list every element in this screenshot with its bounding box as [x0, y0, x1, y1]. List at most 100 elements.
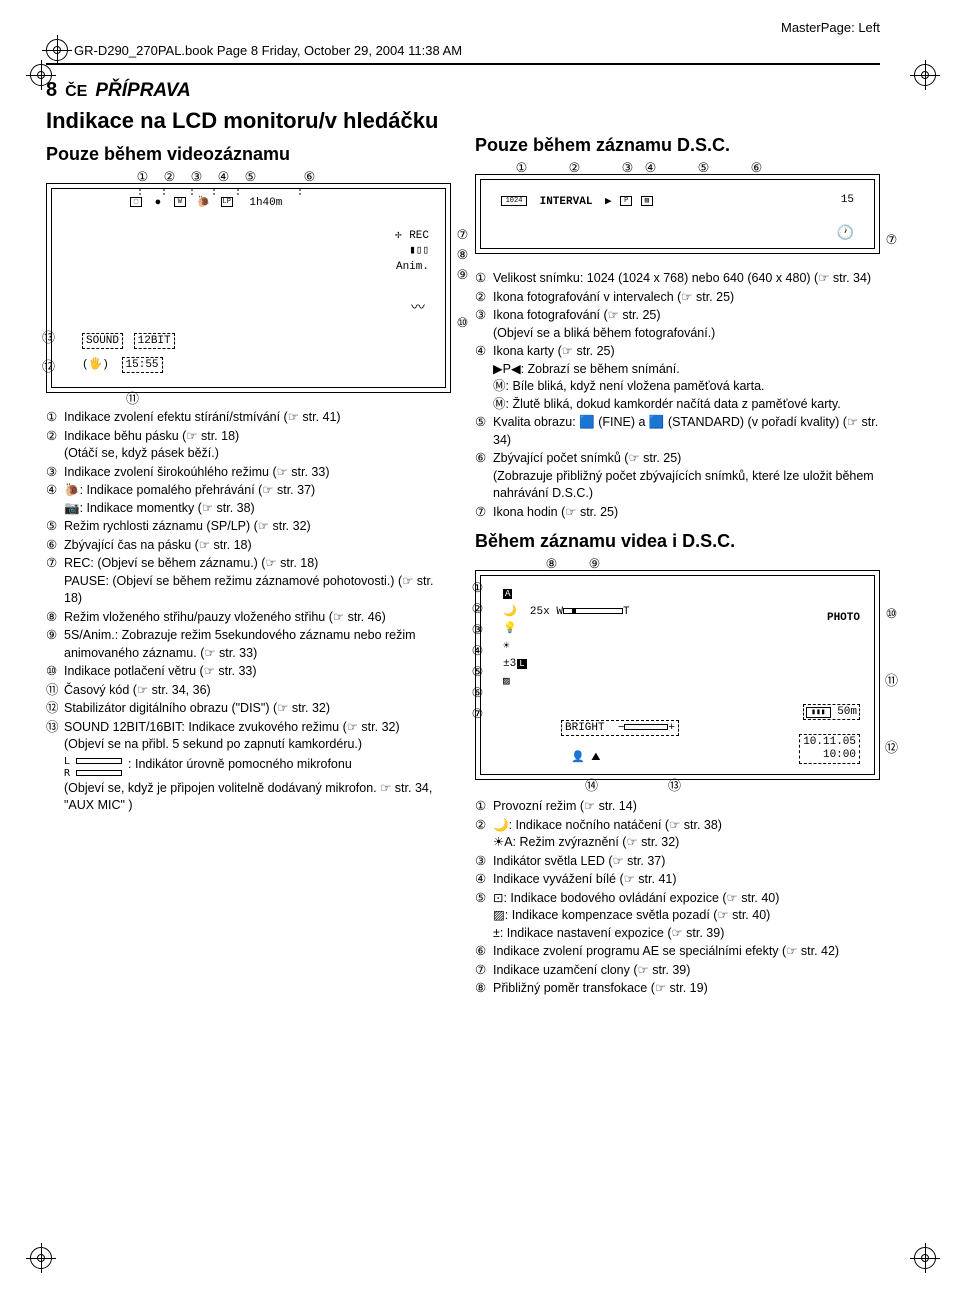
list-item-text: Zbývající počet snímků (☞ str. 25)(Zobra…	[493, 450, 880, 503]
clock-icon: 🕐	[837, 225, 854, 242]
list-item-number: ③	[475, 307, 493, 342]
list-item-number: ①	[475, 270, 493, 288]
battery-time: 50m	[837, 706, 857, 718]
list-item-text: Ikona fotografování (☞ str. 25)(Objeví s…	[493, 307, 880, 342]
night-icon: 🌙	[503, 606, 517, 618]
list-item-number: ⑫	[46, 700, 64, 718]
list-item-text: SOUND 12BIT/16BIT: Indikace zvukového re…	[64, 719, 451, 754]
clock-label: 10:00	[803, 749, 856, 762]
d1-bottom-callout: ⑪	[126, 388, 139, 407]
list-item-number: ②	[475, 289, 493, 307]
card-p-icon: P	[620, 196, 632, 206]
list-item: ⑥Zbývající počet snímků (☞ str. 25)(Zobr…	[475, 450, 880, 503]
img-size: 1024	[501, 196, 527, 206]
list-item: ④Ikona karty (☞ str. 25)▶P◀: Zobrazí se …	[475, 343, 880, 413]
pause-icon: ▮▯▯	[395, 244, 429, 259]
list-item-number: ②	[46, 428, 64, 463]
exp-pm-icon: ±	[503, 658, 510, 670]
list-item-text: Režim rychlosti záznamu (SP/LP) (☞ str. …	[64, 518, 451, 536]
list-item-text: 🐌: Indikace pomalého přehrávání (☞ str. …	[64, 482, 451, 517]
right-description-list-1: ①Velikost snímku: 1024 (1024 x 768) nebo…	[475, 270, 880, 521]
header-mark-icon	[46, 39, 68, 61]
list-item-number: ⑪	[46, 682, 64, 700]
diagram-video: ⬚ ● W 🐌 LP 1h40m	[46, 183, 451, 393]
interval-label: INTERVAL	[540, 196, 593, 208]
list-item-number: ①	[46, 409, 64, 427]
list-item-number: ④	[46, 482, 64, 517]
list-item-text: ⊡: Indikace bodového ovládání expozice (…	[493, 890, 880, 943]
mic-tail-text: (Objeví se, když je připojen volitelně d…	[64, 780, 451, 815]
list-item: ⑥Indikace zvolení programu AE se speciál…	[475, 943, 880, 961]
list-item-text: Ikona karty (☞ str. 25)▶P◀: Zobrazí se b…	[493, 343, 880, 413]
ae-icon: ▨	[503, 674, 630, 692]
list-item-number: ⑦	[46, 555, 64, 608]
list-item-number: ⑥	[46, 537, 64, 555]
list-item: ①Velikost snímku: 1024 (1024 x 768) nebo…	[475, 270, 880, 288]
list-item-text: Indikace potlačení větru (☞ str. 33)	[64, 663, 451, 681]
book-header-text: GR-D290_270PAL.book Page 8 Friday, Octob…	[74, 43, 462, 58]
list-item: ④Indikace vyvážení bílé (☞ str. 41)	[475, 871, 880, 889]
play-icon: ▶	[605, 196, 612, 208]
list-item: ⑩Indikace potlačení větru (☞ str. 33)	[46, 663, 451, 681]
battery-icon: ▮▮▮	[806, 707, 830, 718]
list-item-number: ⑦	[475, 504, 493, 522]
list-item: ④🐌: Indikace pomalého přehrávání (☞ str.…	[46, 482, 451, 517]
list-item: ①Indikace zvolení efektu stírání/stmíván…	[46, 409, 451, 427]
mic-level-text: : Indikátor úrovně pomocného mikrofonu	[128, 756, 352, 774]
lang-code: ČE	[65, 83, 87, 101]
right-subtitle: Pouze během záznamu D.S.C.	[475, 135, 880, 156]
registration-mark-br	[914, 1247, 936, 1269]
d1-right-callouts: ⑦ ⑧ ⑨ ⑩	[456, 227, 469, 331]
right-column: Pouze během záznamu D.S.C. ① ② ③ ④ ⑤ ⑥ 1…	[475, 79, 880, 999]
bright-label: BRIGHT	[565, 722, 605, 734]
list-item-number: ③	[475, 853, 493, 871]
list-item-number: ⑨	[46, 627, 64, 662]
list-item: ②Indikace běhu pásku (☞ str. 18)(Otáčí s…	[46, 428, 451, 463]
d3-right-callouts: ⑩ ⑪ ⑫	[885, 606, 898, 756]
list-item-number: ⑤	[475, 890, 493, 943]
list-item: ⑥Zbývající čas na pásku (☞ str. 18)	[46, 537, 451, 555]
zoom-label: 25x	[530, 606, 550, 618]
list-item-text: Kvalita obrazu: 🟦 (FINE) a 🟦 (STANDARD) …	[493, 414, 880, 449]
mic-level-block: L R : Indikátor úrovně pomocného mikrofo…	[46, 756, 451, 815]
lcd-title: Indikace na LCD monitoru/v hledáčku	[46, 108, 451, 134]
video-dsc-title: Během záznamu videa i D.S.C.	[475, 531, 880, 552]
registration-mark-tl	[30, 64, 52, 86]
list-item: ⑧Přibližný poměr transfokace (☞ str. 19)	[475, 980, 880, 998]
list-item: ⑤⊡: Indikace bodového ovládání expozice …	[475, 890, 880, 943]
list-item-text: Indikace zvolení efektu stírání/stmívání…	[64, 409, 451, 427]
wind-icon: 〰	[411, 297, 425, 317]
anim-label: Anim.	[395, 260, 429, 275]
list-item-text: Stabilizátor digitálního obrazu ("DIS") …	[64, 700, 451, 718]
d3-left-callouts: ① ② ③ ④ ⑤ ⑥ ⑦	[471, 580, 484, 722]
list-item-number: ⑬	[46, 719, 64, 754]
diagram-video-dsc: A 🌙 25x WT 💡 ☀ ±3L ▨ PHOTO ▮▮▮ 50m	[475, 570, 880, 780]
dis-icon: (🖐)	[82, 359, 109, 371]
photo-label: PHOTO	[827, 612, 860, 624]
list-item: ⑧Režim vloženého střihu/pauzy vloženého …	[46, 609, 451, 627]
remain-shots: 15	[841, 194, 854, 206]
left-subtitle: Pouze během videozáznamu	[46, 144, 451, 165]
list-item: ⑤Kvalita obrazu: 🟦 (FINE) a 🟦 (STANDARD)…	[475, 414, 880, 449]
lock-l-icon: L	[517, 659, 526, 669]
book-header: GR-D290_270PAL.book Page 8 Friday, Octob…	[46, 39, 880, 65]
list-item-text: Indikace uzamčení clony (☞ str. 39)	[493, 962, 880, 980]
led-icon: 💡	[503, 621, 630, 639]
d1-left-callouts: ⑬ ⑫	[42, 327, 55, 375]
list-item-text: Přibližný poměr transfokace (☞ str. 19)	[493, 980, 880, 998]
wb-icon: ☀	[503, 639, 630, 657]
list-item: ③Ikona fotografování (☞ str. 25)(Objeví …	[475, 307, 880, 342]
list-item-number: ⑦	[475, 962, 493, 980]
list-item-number: ⑤	[46, 518, 64, 536]
list-item: ⑬SOUND 12BIT/16BIT: Indikace zvukového r…	[46, 719, 451, 754]
list-item-number: ④	[475, 871, 493, 889]
list-item-number: ⑥	[475, 450, 493, 503]
list-item-text: Indikace zvolení širokoúhlého režimu (☞ …	[64, 464, 451, 482]
mode-a-icon: A	[503, 589, 512, 599]
list-item: ⑦Ikona hodin (☞ str. 25)	[475, 504, 880, 522]
list-item-text: Režim vloženého střihu/pauzy vloženého s…	[64, 609, 451, 627]
registration-mark-bl	[30, 1247, 52, 1269]
list-item: ③Indikace zvolení širokoúhlého režimu (☞…	[46, 464, 451, 482]
timecode: 15:55	[126, 359, 159, 371]
list-item-text: Velikost snímku: 1024 (1024 x 768) nebo …	[493, 270, 880, 288]
